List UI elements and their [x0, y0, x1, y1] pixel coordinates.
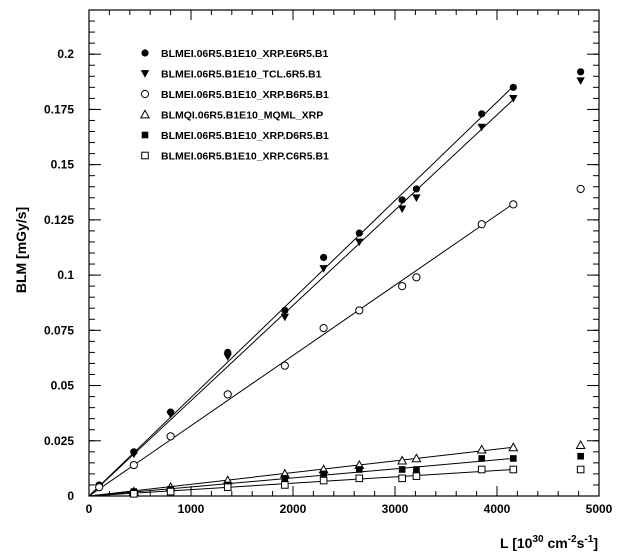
data-point-series-3: [129, 460, 138, 470]
data-point-series-1: [577, 68, 585, 76]
data-point-series-1: [355, 229, 363, 237]
fit-lines: [88, 86, 513, 497]
data-point-series-3: [280, 361, 289, 370]
fit-line-series-3: [88, 203, 513, 497]
y-tick-label: 0.05: [51, 379, 75, 393]
data-point-series-5: [577, 452, 584, 460]
data-point-series-5: [281, 475, 289, 482]
legend-marker-3: [140, 89, 150, 99]
data-point-series-6: [509, 465, 518, 474]
data-point-series-5: [320, 470, 327, 478]
y-tick-label: 0.15: [51, 158, 75, 172]
data-point-series-3: [223, 390, 232, 399]
x-tick-label: 0: [86, 502, 93, 516]
data-point-series-4: [508, 442, 519, 452]
data-point-series-3: [166, 432, 175, 441]
legend-label-1: BLMEI.06R5.B1E10_XRP.E6R5.B1: [161, 48, 328, 60]
y-tick-label: 0.2: [57, 47, 74, 61]
axis-ticks: 0 1000 2000 3000 4000 5000 0 0.025 0.05 0.075 0.1 0…: [44, 9, 613, 516]
data-point-series-6: [319, 476, 328, 485]
data-point-series-2: [397, 205, 407, 214]
data-point-series-6: [576, 465, 585, 474]
legend-marker-1: [141, 49, 149, 57]
fit-line-series-5: [88, 457, 513, 497]
data-point-series-5: [478, 455, 485, 462]
data-point-series-1: [509, 83, 517, 91]
fit-line-series-4: [88, 446, 513, 497]
data-point-series-2: [319, 265, 328, 273]
data-point-series-2: [355, 238, 364, 247]
y-tick-label: 0.175: [44, 102, 74, 116]
legend-label-4: BLMQI.06R5.B1E10_MQML_XRP: [161, 110, 323, 122]
fit-line-series-2: [88, 100, 513, 497]
data-point-series-4: [575, 439, 586, 450]
y-tick-label: 0.1: [57, 268, 74, 282]
data-point-series-6: [355, 474, 364, 483]
y-tick-label: 0.125: [44, 213, 74, 227]
data-point-series-3: [355, 306, 364, 315]
data-point-series-1: [281, 306, 289, 315]
data-point-series-6: [477, 465, 486, 474]
data-point-series-4: [411, 453, 422, 463]
data-point-series-3: [412, 273, 421, 282]
y-tick-label: 0.075: [44, 323, 74, 337]
data-point-series-6: [130, 489, 138, 498]
data-point-series-2: [223, 353, 232, 362]
legend-label-6: BLMEI.06R5.B1E10_XRP.C6R5.B1: [161, 151, 329, 163]
data-point-series-6: [223, 483, 232, 491]
data-point-series-6: [398, 474, 406, 483]
data-point-series-6: [412, 472, 421, 480]
data-point-series-4: [476, 444, 487, 454]
legend-label-2: BLMEI.06R5.B1E10_TCL.6R5.B1: [161, 69, 322, 81]
data-point-series-2: [166, 410, 175, 419]
data-point-series-1: [478, 110, 486, 118]
data-point-series-6: [166, 487, 175, 496]
data-point-series-5: [413, 466, 420, 473]
data-point-series-6: [281, 481, 289, 489]
x-tick-label: 4000: [484, 502, 511, 516]
y-tick-label: 0: [67, 489, 74, 503]
data-point-series-3: [319, 324, 328, 333]
data-point-series-2: [576, 77, 585, 85]
legend-marker-4: [139, 109, 151, 119]
x-tick-label: 5000: [586, 502, 613, 516]
data-point-series-3: [509, 200, 518, 209]
data-point-series-1: [320, 253, 328, 262]
x-tick-label: 1000: [178, 502, 205, 516]
fit-line-series-1: [88, 86, 513, 497]
data-point-series-2: [280, 313, 290, 322]
legend-marker-6: [141, 151, 149, 160]
fit-line-series-6: [88, 468, 513, 497]
data-point-series-4: [397, 455, 408, 465]
x-tick-label: 3000: [382, 502, 409, 516]
plot-frame: [88, 9, 600, 497]
data-point-series-3: [477, 220, 486, 229]
legend-marker-2: [140, 70, 150, 78]
data-point-series-2: [412, 194, 421, 202]
legend: BLMEI.06R5.B1E10_XRP.E6R5.B1 BLMEI.06R5.B…: [139, 48, 329, 163]
data-point-series-2: [129, 450, 139, 459]
data-point-series-3: [398, 282, 407, 291]
data-points: [95, 68, 586, 498]
legend-label-3: BLMEI.06R5.B1E10_XRP.B6R5.B1: [161, 89, 329, 101]
data-point-series-5: [510, 455, 517, 462]
y-axis-title: BLM [mGy/s]: [13, 207, 29, 293]
legend-label-5: BLMEI.06R5.B1E10_XRP.D6R5.B1: [161, 130, 329, 142]
data-point-series-1: [412, 185, 421, 193]
x-axis-title: L [1030 cm-2s-1]: [500, 534, 598, 551]
data-point-series-2: [477, 123, 486, 132]
y-tick-label: 0.025: [44, 434, 74, 448]
x-tick-label: 2000: [280, 502, 307, 516]
data-point-series-3: [576, 184, 585, 194]
data-point-series-1: [398, 196, 406, 204]
legend-marker-5: [141, 131, 149, 139]
data-point-series-2: [509, 95, 518, 103]
data-point-series-5: [398, 466, 406, 473]
data-point-series-5: [356, 466, 363, 473]
data-point-series-3: [95, 483, 104, 492]
